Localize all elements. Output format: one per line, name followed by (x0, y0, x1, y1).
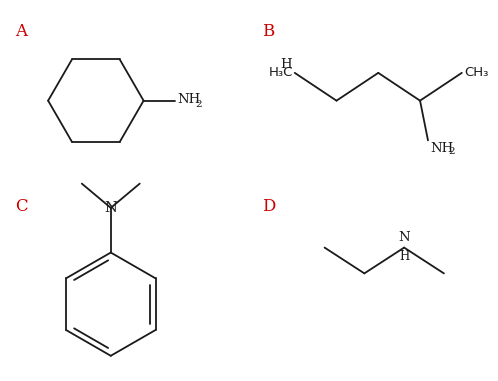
Text: C: C (15, 198, 28, 215)
Text: CH₃: CH₃ (464, 66, 488, 79)
Text: 2: 2 (448, 147, 455, 156)
Text: N: N (105, 201, 117, 215)
Text: H: H (280, 58, 292, 71)
Text: NH: NH (177, 93, 201, 106)
Text: D: D (262, 198, 275, 215)
Text: N: N (398, 231, 410, 243)
Text: NH: NH (430, 142, 453, 155)
Text: 2: 2 (195, 100, 202, 109)
Text: A: A (15, 23, 27, 40)
Text: H: H (399, 250, 409, 263)
Text: B: B (262, 23, 274, 40)
Text: H₃C: H₃C (268, 66, 293, 79)
